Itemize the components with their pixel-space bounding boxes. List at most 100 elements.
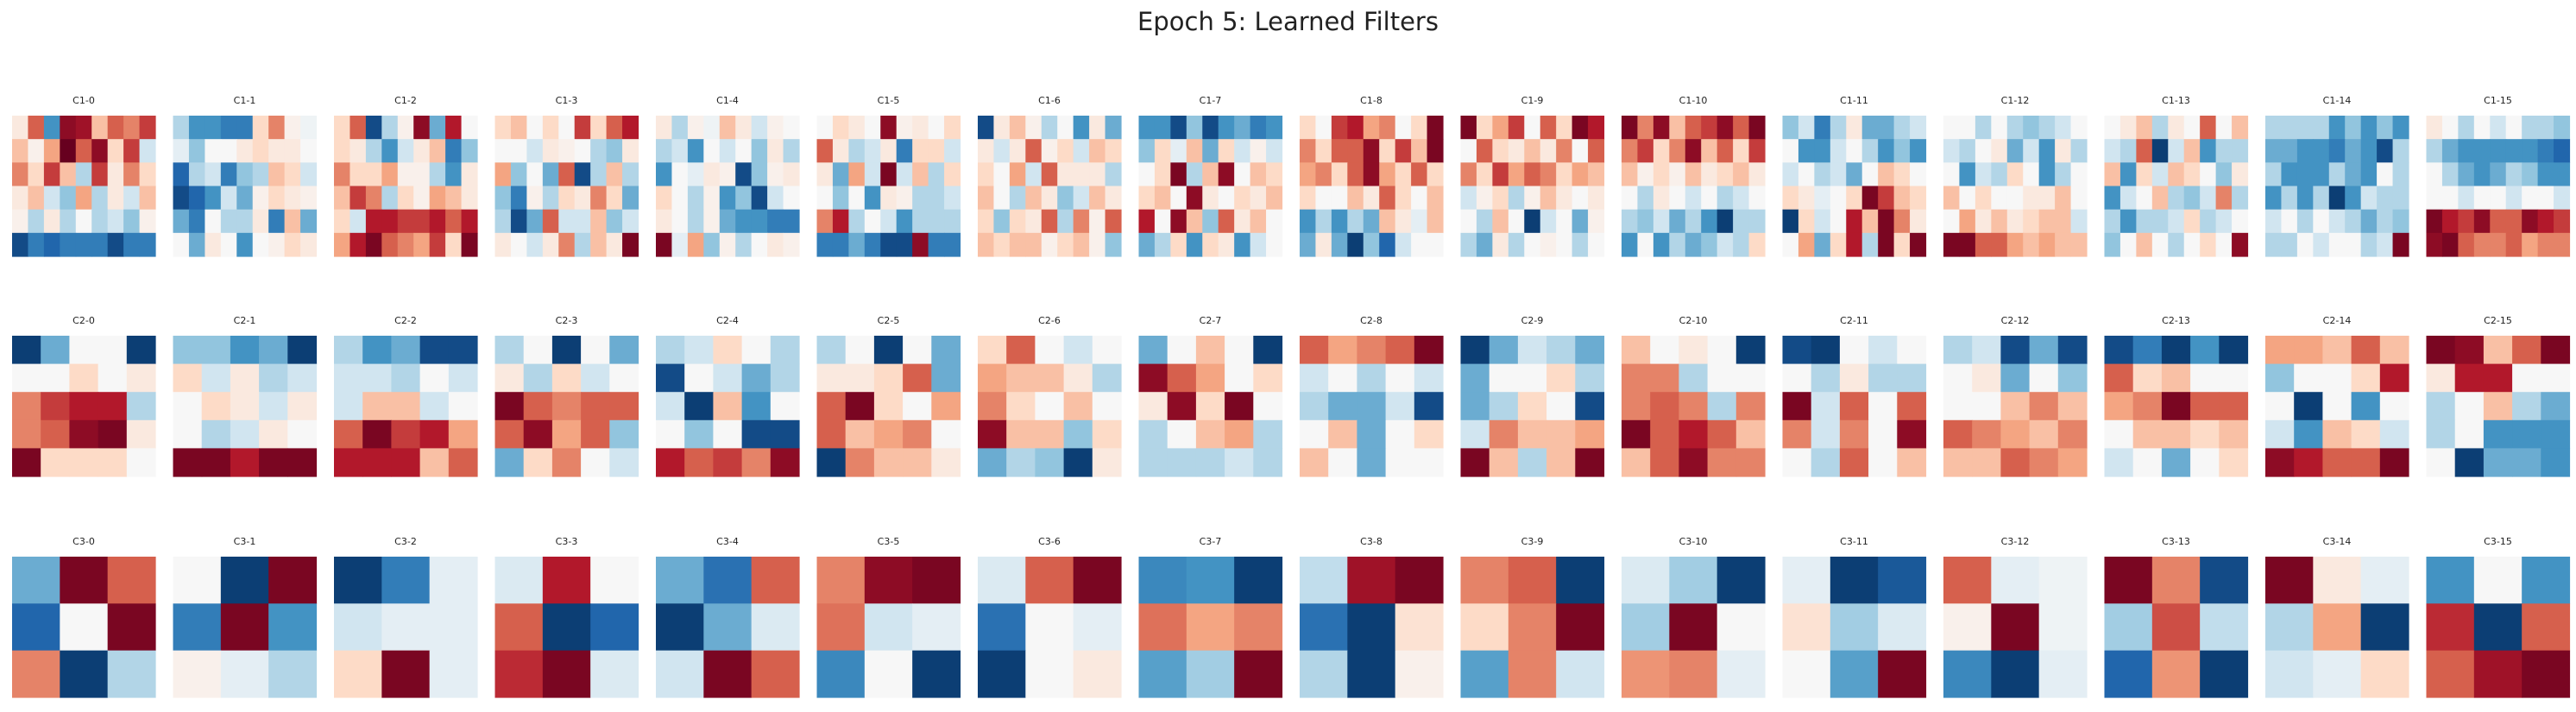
- heatmap-cell: [252, 162, 269, 187]
- heatmap-cell: [1073, 116, 1090, 140]
- heatmap-cell: [139, 186, 156, 211]
- heatmap-cell: [2541, 419, 2571, 449]
- heatmap-cell: [2379, 392, 2409, 421]
- heatmap-cell: [816, 209, 834, 234]
- heatmap-cell: [1414, 336, 1444, 365]
- heatmap-cell: [551, 419, 582, 449]
- heatmap-cell: [816, 603, 866, 652]
- heatmap-cell: [1006, 448, 1036, 477]
- filter-C3-7: C3-7: [1138, 536, 1283, 698]
- heatmap-cell: [1811, 336, 1841, 365]
- heatmap-cell: [590, 557, 639, 604]
- heatmap-cell: [1250, 162, 1267, 187]
- heatmap-cell: [91, 139, 109, 163]
- heatmap-cell: [2023, 116, 2040, 140]
- heatmap-cell: [287, 363, 318, 393]
- heatmap-cell: [494, 448, 525, 477]
- filter-C2-3: C2-3: [494, 315, 639, 477]
- heatmap-cell: [1540, 162, 1557, 187]
- heatmap-cell: [41, 419, 70, 449]
- heatmap-cell: [2136, 139, 2153, 163]
- heatmap-cell: [816, 650, 866, 698]
- heatmap-cell: [1678, 336, 1709, 365]
- heatmap-cell: [1195, 363, 1225, 393]
- heatmap-cell: [2426, 336, 2456, 365]
- heatmap-cell: [1253, 363, 1283, 393]
- heatmap-cell: [816, 363, 847, 393]
- heatmap-cell: [2490, 209, 2507, 234]
- heatmap-cell: [1460, 232, 1477, 257]
- heatmap-cell: [1489, 419, 1519, 449]
- heatmap-cell: [816, 557, 866, 604]
- heatmap-cell: [1556, 116, 1573, 140]
- heatmap-cell: [1707, 336, 1737, 365]
- heatmap-cell: [43, 162, 60, 187]
- heatmap-cell: [1186, 603, 1235, 652]
- heatmap-cell: [741, 419, 772, 449]
- heatmap-cell: [1650, 448, 1679, 477]
- heatmap-cell: [1943, 116, 1961, 140]
- heatmap-cell: [2537, 209, 2554, 234]
- heatmap-cell: [1035, 419, 1065, 449]
- heatmap-cell: [413, 139, 431, 163]
- heatmap-cell: [1524, 116, 1541, 140]
- heatmap-cell: [259, 448, 288, 477]
- filter-C2-1: C2-1: [173, 315, 318, 477]
- heatmap-cell: [2183, 209, 2201, 234]
- heatmap-cell: [173, 363, 203, 393]
- heatmap-cell: [2426, 419, 2456, 449]
- heatmap-cell: [978, 139, 995, 163]
- heatmap-cell: [1138, 448, 1168, 477]
- heatmap-cell: [1138, 392, 1168, 421]
- heatmap-cell: [1041, 162, 1058, 187]
- heatmap-cell: [236, 232, 254, 257]
- heatmap-cell: [1057, 186, 1074, 211]
- heatmap-cell: [1063, 336, 1093, 365]
- filter-C1-1: C1-1: [173, 95, 318, 257]
- heatmap-cell: [1540, 209, 1557, 234]
- heatmap-cell: [1878, 232, 1895, 257]
- heatmap-cell: [1460, 557, 1509, 604]
- heatmap-cell: [2057, 448, 2088, 477]
- heatmap-cell: [2232, 139, 2249, 163]
- heatmap-cell: [1218, 209, 1235, 234]
- heatmap-cell: [978, 557, 1026, 604]
- heatmap-cell: [2215, 162, 2233, 187]
- heatmap-cell: [1678, 392, 1709, 421]
- heatmap-cell: [1253, 336, 1283, 365]
- heatmap-cell: [1975, 139, 1992, 163]
- heatmap-cell: [1167, 419, 1197, 449]
- heatmap-cell: [419, 392, 450, 421]
- heatmap-cell: [1943, 232, 1961, 257]
- heatmap-cell: [1622, 650, 1670, 698]
- heatmap-cell: [41, 363, 70, 393]
- heatmap-cell: [2426, 557, 2475, 604]
- heatmap-cell: [2360, 603, 2409, 652]
- heatmap-cell: [2490, 116, 2507, 140]
- heatmap-cell: [1025, 139, 1042, 163]
- heatmap-cell: [574, 139, 591, 163]
- heatmap-cell: [1328, 336, 1357, 365]
- heatmap-cell: [391, 336, 421, 365]
- filter-label: C1-0: [72, 95, 95, 106]
- heatmap-cell: [2351, 419, 2381, 449]
- heatmap-cell: [1170, 232, 1187, 257]
- heatmap-cell: [622, 186, 639, 211]
- heatmap-cell: [1460, 363, 1490, 393]
- heatmap-cell: [848, 162, 866, 187]
- heatmap-cell: [2119, 116, 2137, 140]
- heatmap-cell: [1846, 209, 1863, 234]
- heatmap-cell: [671, 186, 689, 211]
- heatmap-cell: [1972, 392, 2001, 421]
- heatmap-cell: [205, 116, 222, 140]
- heatmap-cell: [1782, 186, 1799, 211]
- filter-label: C1-8: [1360, 95, 1382, 106]
- heatmap-cell: [1830, 209, 1847, 234]
- heatmap-cell: [1517, 363, 1547, 393]
- heatmap-cell: [2038, 186, 2056, 211]
- heatmap-cell: [60, 603, 109, 652]
- heatmap-cell: [719, 139, 736, 163]
- heatmap-cell: [2215, 186, 2233, 211]
- heatmap-cell: [1138, 116, 1156, 140]
